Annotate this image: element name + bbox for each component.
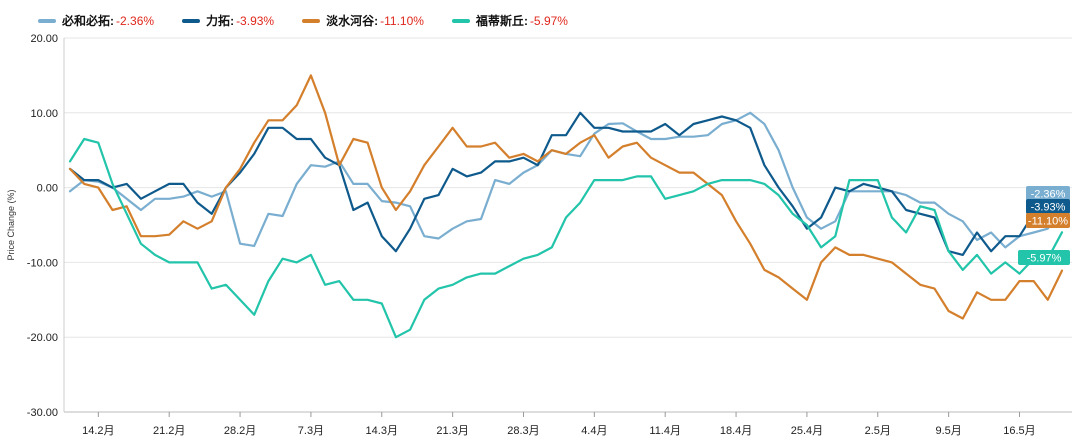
end-label-fmg: -5.97% [1018, 250, 1070, 265]
end-label-bhp: -2.36% [1026, 186, 1070, 201]
legend-swatch-bhp [38, 18, 56, 23]
x-tick-label: 14.3月 [366, 425, 398, 437]
legend-item-fmg[interactable]: 福蒂斯丘: -5.97% [451, 12, 568, 29]
legend-name-fmg: 福蒂斯丘 [475, 14, 524, 28]
y-tick-label: -10.00 [27, 257, 58, 269]
legend-item-rio[interactable]: 力拓: -3.93% [182, 12, 274, 29]
y-axis-label: Price Change (%) [6, 189, 16, 260]
end-label-vale-text: -11.10% [1028, 216, 1068, 228]
x-tick-label: 2.5月 [865, 425, 891, 437]
end-label-fmg-box [1018, 250, 1070, 265]
y-tick-label: -20.00 [27, 332, 58, 344]
legend-swatch-fmg [451, 18, 470, 23]
legend-swatch-rio [182, 18, 201, 23]
legend-change-bhp: -2.36% [116, 13, 155, 28]
series-line-bhp [68, 111, 1064, 249]
series-line-rio [68, 111, 1064, 256]
end-label-vale-box [1026, 213, 1070, 228]
x-tick-label: 18.4月 [720, 425, 752, 437]
end-label-vale: -11.10% [1026, 213, 1070, 228]
chart-legend: 必和必拓: -2.36% 力拓: -3.93% 淡水河谷: -11.10% 福蒂… [38, 12, 568, 29]
end-label-rio: -3.93% [1026, 199, 1070, 214]
legend-name-bhp: 必和必拓 [62, 14, 111, 28]
legend-change-fmg: -5.97% [529, 13, 568, 28]
end-label-fmg-text: -5.97% [1027, 253, 1062, 265]
x-tick-label: 21.3月 [436, 425, 468, 437]
legend-item-vale[interactable]: 淡水河谷: -11.10% [302, 12, 424, 29]
end-label-bhp-box [1026, 186, 1070, 201]
y-tick-label: -30.00 [27, 407, 58, 419]
legend-item-bhp[interactable]: 必和必拓: -2.36% [38, 12, 154, 29]
x-tick-label: 21.2月 [153, 425, 185, 437]
y-tick-label: 10.00 [30, 108, 58, 120]
legend-change-rio: -3.93% [236, 13, 275, 28]
x-tick-label: 7.3月 [298, 425, 324, 437]
legend-swatch-vale [302, 18, 321, 23]
legend-change-vale: -11.10% [380, 13, 424, 28]
y-tick-label: 0.00 [37, 183, 58, 195]
x-tick-label: 9.5月 [935, 425, 961, 437]
x-tick-label: 25.4月 [791, 425, 823, 437]
series-line-fmg [68, 137, 1064, 339]
end-label-rio-text: -3.93% [1031, 202, 1066, 214]
end-label-rio-box [1026, 199, 1070, 214]
x-tick-label: 28.2月 [224, 425, 256, 437]
x-tick-label: 16.5月 [1003, 425, 1035, 437]
legend-name-vale: 淡水河谷 [326, 14, 375, 28]
x-tick-label: 14.2月 [82, 425, 114, 437]
x-tick-label: 28.3月 [507, 425, 539, 437]
legend-name-rio: 力拓 [206, 14, 231, 28]
end-label-bhp-text: -2.36% [1031, 189, 1066, 201]
x-tick-label: 4.4月 [581, 425, 607, 437]
x-tick-label: 11.4月 [649, 425, 681, 437]
y-tick-label: 20.00 [30, 33, 58, 45]
series-line-vale [68, 74, 1064, 320]
